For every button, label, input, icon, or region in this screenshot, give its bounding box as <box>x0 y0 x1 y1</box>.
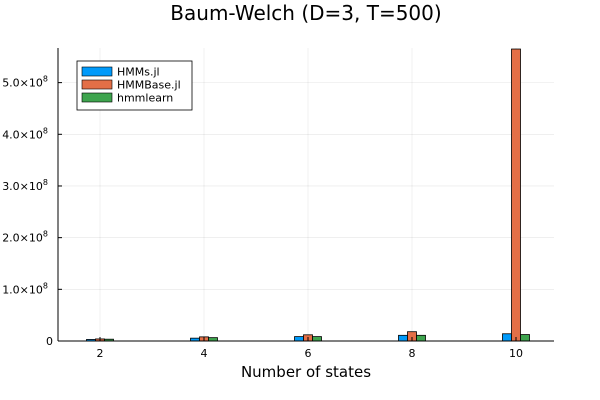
legend-label: hmmlearn <box>117 92 173 105</box>
x-tick-label: 10 <box>509 347 523 360</box>
bar-hmms-jl-10 <box>502 333 512 342</box>
y-tick-label: 4.0×108 <box>2 126 48 141</box>
y-tick-label: 2.0×108 <box>2 230 48 245</box>
y-tick-label: 0 <box>46 335 53 348</box>
bar-hmms-jl-8 <box>398 334 408 342</box>
x-tick-label: 2 <box>97 347 104 360</box>
legend-label: HMMs.jl <box>117 66 160 79</box>
legend-swatch <box>81 66 113 77</box>
bar-hmmbase-jl-10 <box>511 48 521 342</box>
y-tick-label: 1.0×108 <box>2 281 48 296</box>
legend-swatch <box>81 92 113 103</box>
y-tick-label: 3.0×108 <box>2 178 48 193</box>
x-axis-label: Number of states <box>241 363 371 381</box>
legend-label: HMMBase.jl <box>117 79 181 92</box>
legend-swatch <box>81 79 113 90</box>
x-tick-label: 6 <box>305 347 312 360</box>
chart-title: Baum-Welch (D=3, T=500) <box>170 1 441 25</box>
x-tick-label: 4 <box>201 347 208 360</box>
bar-hmmlearn-8 <box>416 334 426 342</box>
x-tick-label: 8 <box>409 347 416 360</box>
y-ticks: 0 1.0×108 2.0×108 3.0×108 4.0×108 5.0×108 <box>2 75 62 348</box>
y-tick-label: 5.0×108 <box>2 75 48 90</box>
bar-hmms-jl-6 <box>294 336 304 342</box>
x-ticks: 2 4 6 8 10 <box>97 337 523 360</box>
bar-hmmlearn-6 <box>312 336 322 342</box>
bar-hmmlearn-10 <box>520 334 530 342</box>
bar-hmmlearn-4 <box>208 337 218 342</box>
